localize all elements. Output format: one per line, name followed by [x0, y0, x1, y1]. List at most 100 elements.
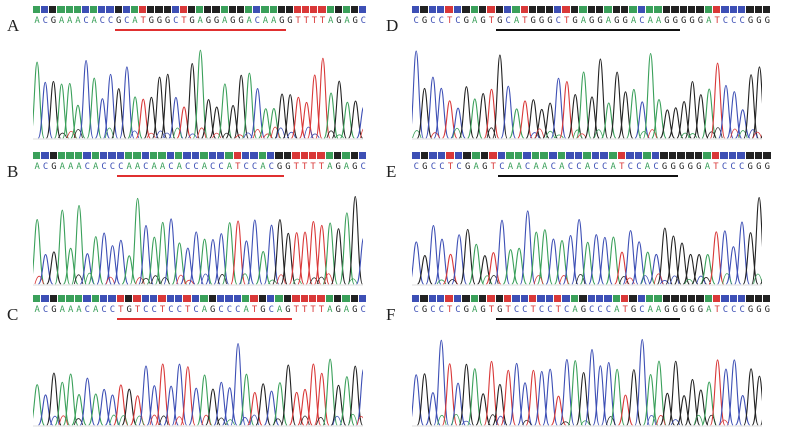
- quality-block: [437, 152, 446, 159]
- quality-block: [318, 6, 326, 13]
- quality-block: [342, 6, 351, 13]
- quality-block: [420, 152, 429, 159]
- peak: [492, 54, 508, 139]
- base-letter: C: [730, 162, 736, 172]
- noise-peak: [310, 133, 320, 139]
- peak: [494, 219, 510, 285]
- quality-block: [359, 295, 367, 302]
- quality-block: [620, 295, 629, 302]
- base-letter: C: [413, 16, 419, 26]
- base-letter: G: [661, 162, 668, 172]
- quality-block: [720, 152, 728, 159]
- peak: [668, 107, 684, 139]
- quality-block: [300, 152, 308, 159]
- noise-peak: [201, 414, 211, 426]
- peak: [451, 234, 467, 285]
- peak: [213, 233, 229, 285]
- quality-block: [454, 152, 463, 159]
- peak: [425, 224, 442, 285]
- quality-block: [617, 152, 626, 159]
- peak: [247, 391, 263, 426]
- quality-block: [359, 6, 367, 13]
- peak: [676, 395, 692, 426]
- peak: [33, 61, 45, 139]
- base-letter: G: [764, 305, 770, 315]
- noise-peak: [693, 414, 704, 426]
- base-letter: C: [99, 16, 105, 26]
- base-letter: T: [522, 16, 528, 26]
- quality-block: [317, 152, 325, 159]
- base-letter: G: [205, 16, 212, 26]
- quality-block: [124, 295, 133, 302]
- peak: [113, 239, 129, 285]
- peak: [485, 252, 502, 285]
- quality-block: [267, 295, 275, 302]
- quality-block: [98, 6, 106, 13]
- peak: [708, 231, 725, 285]
- base-letter: C: [268, 305, 274, 315]
- base-letter: C: [193, 305, 199, 315]
- base-letter: C: [505, 16, 511, 26]
- peak: [592, 58, 609, 139]
- quality-block: [216, 295, 225, 302]
- base-letter: C: [731, 305, 737, 315]
- quality-block: [99, 295, 108, 302]
- noise-peak: [534, 128, 545, 139]
- base-letter: A: [58, 16, 65, 26]
- noise-peak: [730, 128, 740, 139]
- peak: [247, 219, 263, 285]
- noise-peak: [530, 132, 540, 139]
- quality-block: [175, 152, 183, 159]
- noise-peak: [436, 279, 447, 285]
- base-letter: T: [181, 16, 187, 26]
- peak: [760, 133, 762, 139]
- peak: [592, 365, 609, 426]
- peak: [668, 360, 684, 426]
- noise-peak: [360, 128, 363, 139]
- peak: [238, 240, 255, 285]
- base-letter: G: [50, 16, 57, 26]
- base-letter: G: [352, 16, 358, 26]
- quality-block: [250, 152, 258, 159]
- quality-block: [74, 152, 83, 159]
- base-letter: C: [173, 16, 179, 26]
- quality-block: [637, 6, 646, 13]
- base-letter: C: [360, 305, 366, 315]
- peak: [94, 98, 110, 139]
- peak: [63, 247, 79, 285]
- base-letter: C: [107, 16, 114, 26]
- base-letter: G: [156, 16, 163, 26]
- quality-block: [531, 152, 540, 159]
- noise-peak: [577, 133, 587, 139]
- peak: [502, 249, 519, 285]
- base-letter: C: [524, 162, 531, 172]
- quality-block: [523, 152, 531, 159]
- base-letter: T: [302, 305, 308, 315]
- quality-block: [746, 6, 754, 13]
- peak: [230, 343, 246, 426]
- base-letter: C: [176, 305, 182, 315]
- peak: [280, 364, 296, 426]
- quality-block: [629, 6, 637, 13]
- guide-underline: [116, 318, 293, 320]
- quality-block: [253, 6, 261, 13]
- base-quality-blocks: [412, 295, 771, 305]
- noise-peak: [545, 130, 555, 139]
- base-letter: C: [124, 16, 130, 26]
- peak: [54, 209, 70, 285]
- base-letter: C: [439, 162, 445, 172]
- peak: [307, 74, 323, 139]
- peak: [734, 221, 750, 285]
- peak: [37, 254, 54, 285]
- peak: [492, 383, 508, 426]
- base-letter: G: [210, 305, 216, 315]
- peak: [659, 392, 676, 426]
- panel-label: D: [386, 16, 399, 35]
- peak: [511, 247, 527, 285]
- peak: [459, 228, 476, 285]
- quality-block: [763, 295, 771, 302]
- chromatogram: [33, 49, 363, 140]
- noise-peak: [696, 275, 706, 285]
- base-letter: A: [605, 16, 612, 26]
